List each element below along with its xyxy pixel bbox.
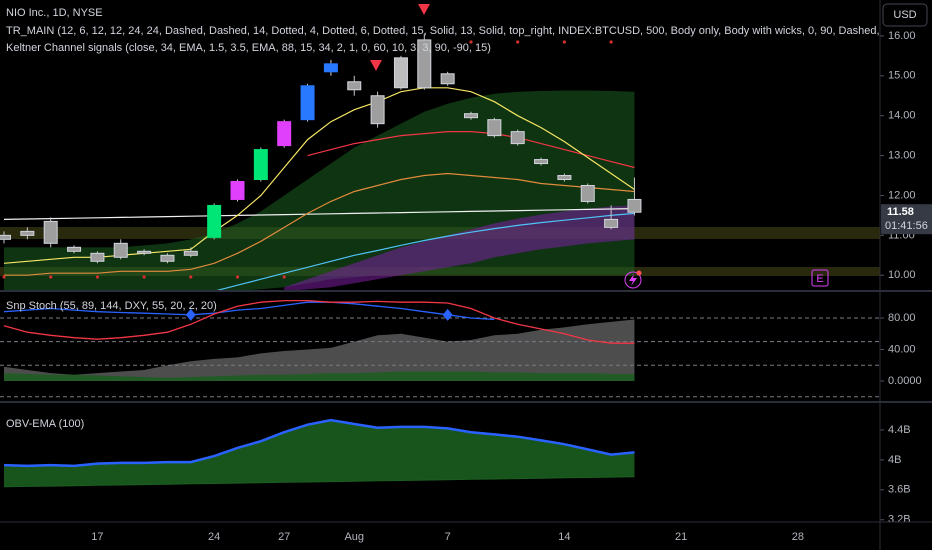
line (4, 172, 635, 276)
event-icon[interactable] (624, 271, 642, 289)
candle-body (207, 204, 222, 238)
indicator-label: Keltner Channel signals (close, 34, EMA,… (6, 42, 491, 54)
y-tick-label: 40.00 (888, 343, 916, 355)
y-tick-label: 3.2B (888, 514, 911, 526)
candle-body (230, 180, 245, 200)
candle-body (417, 39, 432, 89)
candle-body (347, 81, 362, 91)
candle-body (253, 149, 268, 181)
candle-body (627, 198, 642, 213)
y-tick-label: 13.00 (888, 149, 916, 161)
y-tick-label: 3.6B (888, 484, 911, 496)
y-tick-label: 4B (888, 454, 901, 466)
earnings-label[interactable]: E (816, 273, 823, 285)
stoch-area (4, 371, 635, 381)
y-tick-label: 15.00 (888, 70, 916, 82)
signal-dot (235, 275, 240, 279)
candle-body (67, 246, 82, 252)
x-tick-label: 24 (208, 531, 220, 543)
candle-body (464, 113, 478, 119)
earnings-icon[interactable] (811, 269, 829, 287)
signal-arrow (370, 60, 382, 71)
x-tick-label: 7 (445, 531, 451, 543)
chart-title: NIO Inc., 1D, NYSE (6, 7, 103, 19)
candle-body (300, 85, 315, 121)
countdown: 01:41:56 (885, 220, 928, 232)
band (284, 205, 635, 290)
signal-dot (95, 275, 99, 279)
signal-dot (282, 275, 286, 279)
candle-body (557, 175, 572, 181)
candle-body (183, 250, 198, 256)
indicator-label: TR_MAIN (12, 6, 12, 12, 24, 24, Dashed, … (6, 25, 919, 37)
line (216, 212, 635, 290)
x-tick-label: Aug (344, 531, 364, 543)
stoch-pane (0, 299, 880, 398)
y-tick-label: 12.00 (888, 189, 916, 201)
candle-body (277, 121, 292, 147)
last-price-label: 11.58 (887, 206, 914, 218)
y-tick-label: 0.0000 (888, 375, 922, 387)
signal-dot (469, 40, 473, 44)
line (307, 131, 635, 169)
candle-body (370, 95, 385, 125)
signal-dot (516, 40, 520, 44)
indicator-label: Snp Stoch (55, 89, 144, DXY, 55, 20, 2, … (6, 300, 217, 312)
candle-body (580, 184, 595, 202)
y-tick-label: 80.00 (888, 312, 916, 324)
x-tick-label: 21 (675, 531, 687, 543)
candle-body (440, 73, 455, 85)
candle-body (90, 252, 105, 262)
candle-body (113, 242, 128, 258)
signal-dot (49, 275, 53, 279)
signal-dot (2, 275, 6, 279)
signal-arrow (418, 4, 430, 15)
lightning-icon (629, 274, 637, 286)
signal-dot (609, 40, 613, 44)
candle-body (393, 57, 408, 89)
signal-dot (189, 275, 193, 279)
obv-pane (3, 418, 635, 488)
signal-diamond (442, 308, 453, 321)
currency-label[interactable]: USD (893, 9, 916, 21)
y-tick-label: 4.4B (888, 424, 911, 436)
line (3, 476, 635, 488)
line (3, 301, 495, 321)
x-tick-label: 14 (558, 531, 570, 543)
band (4, 420, 635, 487)
currency-button[interactable] (882, 3, 928, 27)
x-tick-label: 28 (792, 531, 804, 543)
signal-dot (142, 275, 146, 279)
signal-dot (562, 40, 567, 44)
candle-body (137, 250, 152, 254)
y-tick-label: 16.00 (888, 30, 916, 42)
indicator-label: OBV-EMA (100) (6, 418, 84, 430)
event-dot (636, 270, 642, 276)
candle-body (160, 254, 175, 262)
last-price-tag (881, 204, 932, 235)
line (3, 299, 635, 344)
candle-body (510, 131, 525, 145)
x-tick-label: 17 (91, 531, 103, 543)
signal-diamond (185, 308, 196, 321)
candle-body (0, 234, 11, 240)
y-tick-label: 14.00 (888, 110, 916, 122)
candle-body (487, 119, 502, 137)
candle-body (20, 230, 35, 236)
line (3, 87, 635, 264)
x-tick-label: 27 (278, 531, 290, 543)
candle-body (43, 220, 58, 244)
line (3, 208, 635, 220)
candle-body (323, 63, 338, 73)
candle-body (604, 218, 619, 228)
candle-body (534, 159, 549, 165)
line (3, 418, 635, 468)
price-pane (0, 4, 880, 290)
axes: 16.0015.0014.0013.0012.0011.0010.0080.00… (91, 30, 932, 543)
y-tick-label: 10.00 (888, 269, 916, 281)
